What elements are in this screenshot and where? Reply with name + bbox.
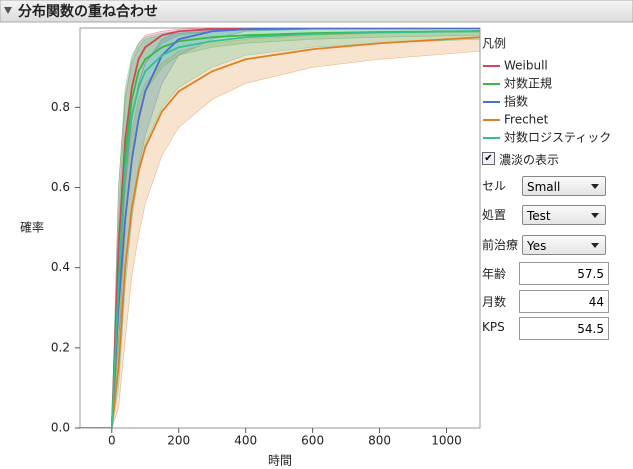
legend-label: Weibull	[504, 59, 548, 73]
y-tick-label: 0.6	[51, 180, 70, 194]
x-axis-label: 時間	[268, 454, 292, 468]
header-bar	[0, 0, 633, 23]
dropdown[interactable]: Test	[522, 205, 606, 225]
input-label: 年齢	[482, 267, 507, 281]
dropdown-label: セル	[482, 179, 507, 193]
input-label: KPS	[482, 320, 505, 334]
plot-frame	[79, 27, 481, 429]
report-title: 分布関数の重ね合わせ	[18, 3, 158, 20]
y-tick-label: 0.0	[51, 421, 70, 435]
x-tick-label: 1000	[431, 434, 462, 448]
y-tick-label: 0.4	[51, 260, 70, 274]
y-axis-label: 確率	[20, 220, 44, 235]
shade-checkbox[interactable]: ✔	[482, 152, 495, 165]
cdf-line	[80, 36, 480, 428]
legend-label: 指数	[504, 94, 528, 109]
number-input[interactable]: 57.5	[519, 262, 609, 285]
disclosure-icon[interactable]	[4, 7, 12, 14]
legend-title: 凡例	[482, 37, 506, 51]
dropdown-label: 処置	[482, 208, 507, 222]
cdf-line	[80, 28, 480, 428]
number-input[interactable]: 44	[519, 290, 609, 313]
x-tick-label: 400	[234, 434, 257, 448]
cdf-line	[80, 30, 480, 428]
x-tick-label: 800	[368, 434, 391, 448]
dropdown[interactable]: Yes	[522, 235, 606, 255]
y-tick-label: 0.2	[51, 340, 70, 354]
input-label: 月数	[482, 295, 507, 309]
plot-area	[80, 28, 480, 428]
confidence-band	[80, 28, 480, 428]
dropdown[interactable]: Small	[522, 176, 606, 196]
shade-label: 濃淡の表示	[499, 153, 560, 167]
y-tick-label: 0.8	[51, 100, 70, 114]
number-input[interactable]: 54.5	[519, 317, 609, 340]
confidence-band	[80, 30, 480, 428]
legend-label: 対数正規	[504, 76, 552, 91]
dropdown-label: 前治療	[482, 238, 519, 252]
x-tick-label: 0	[108, 434, 116, 448]
legend-label: Frechet	[504, 113, 549, 127]
legend-label: 対数ロジスティック	[504, 130, 611, 145]
x-tick-label: 200	[167, 434, 190, 448]
x-tick-label: 600	[301, 434, 324, 448]
